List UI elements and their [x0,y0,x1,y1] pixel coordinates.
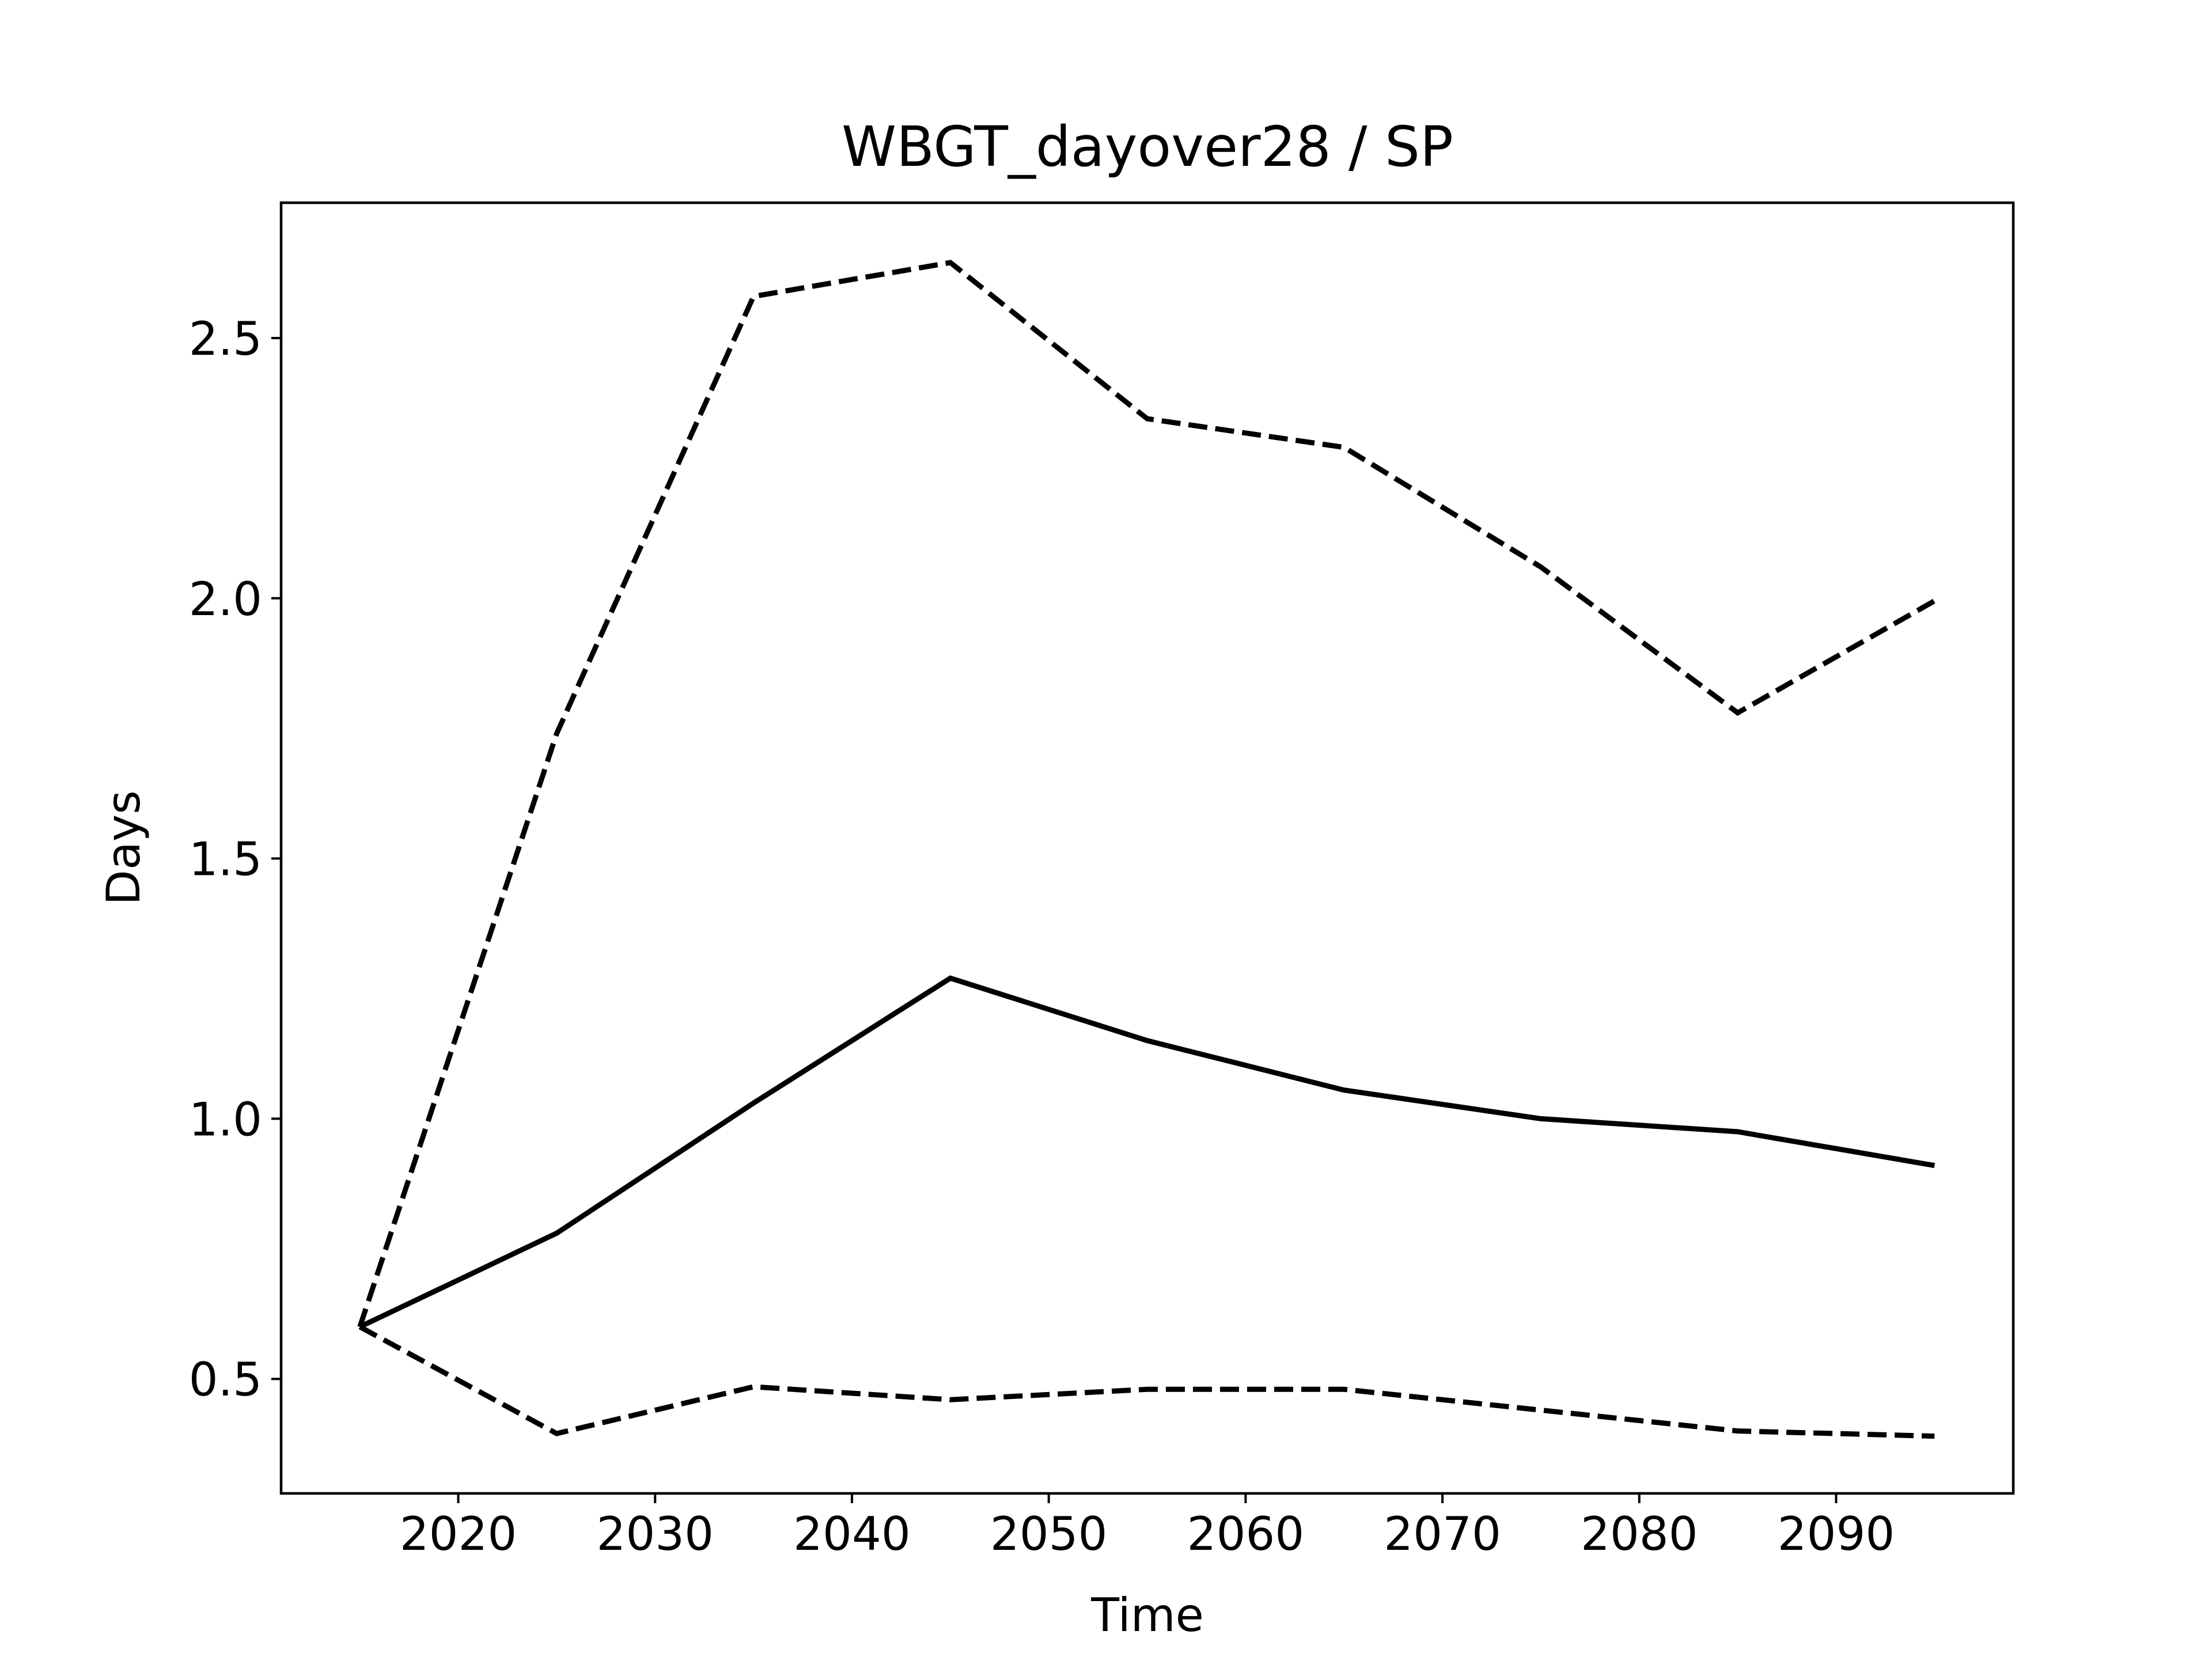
x-tick-label: 2070 [1384,1507,1501,1561]
x-axis-label: Time [1090,1588,1204,1642]
x-tick-label: 2090 [1778,1507,1895,1561]
y-tick-label: 0.5 [189,1353,262,1406]
y-axis-label: Days [97,790,150,905]
x-tick-label: 2080 [1581,1507,1698,1561]
x-tick-label: 2050 [990,1507,1108,1561]
y-tick-label: 1.0 [189,1093,262,1146]
series-line-2 [357,260,1936,1328]
series-line-3 [358,1324,1935,1439]
series-layer [357,260,1936,1439]
y-tick-label: 1.5 [189,833,262,886]
x-axis: 2020 2030 2040 2050 2060 2070 2080 2090 [400,1493,1895,1561]
x-tick-label: 2020 [400,1507,517,1561]
y-tick-label: 2.5 [189,312,262,366]
x-tick-label: 2060 [1187,1507,1305,1561]
y-axis: 0.5 1.0 1.5 2.0 2.5 [189,312,281,1406]
plot-frame [279,201,2015,1495]
x-tick-label: 2040 [793,1507,911,1561]
y-tick-label: 2.0 [189,572,262,626]
series-line-1 [358,975,1936,1329]
chart-title: WBGT_dayover28 / SP [842,115,1453,179]
x-tick-label: 2030 [596,1507,714,1561]
